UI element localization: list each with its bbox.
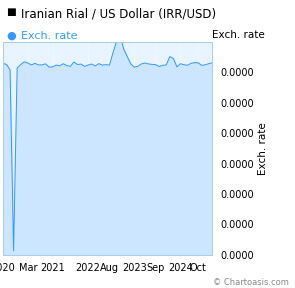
Text: Exch. rate: Exch. rate [21, 31, 77, 41]
Text: ■: ■ [6, 7, 16, 17]
Y-axis label: Exch. rate: Exch. rate [258, 122, 268, 175]
Text: © Chartoasis.com: © Chartoasis.com [213, 278, 289, 287]
Text: Iranian Rial / US Dollar (IRR/USD): Iranian Rial / US Dollar (IRR/USD) [21, 7, 216, 20]
Text: Exch. rate: Exch. rate [212, 30, 265, 40]
Text: ●: ● [6, 30, 16, 40]
